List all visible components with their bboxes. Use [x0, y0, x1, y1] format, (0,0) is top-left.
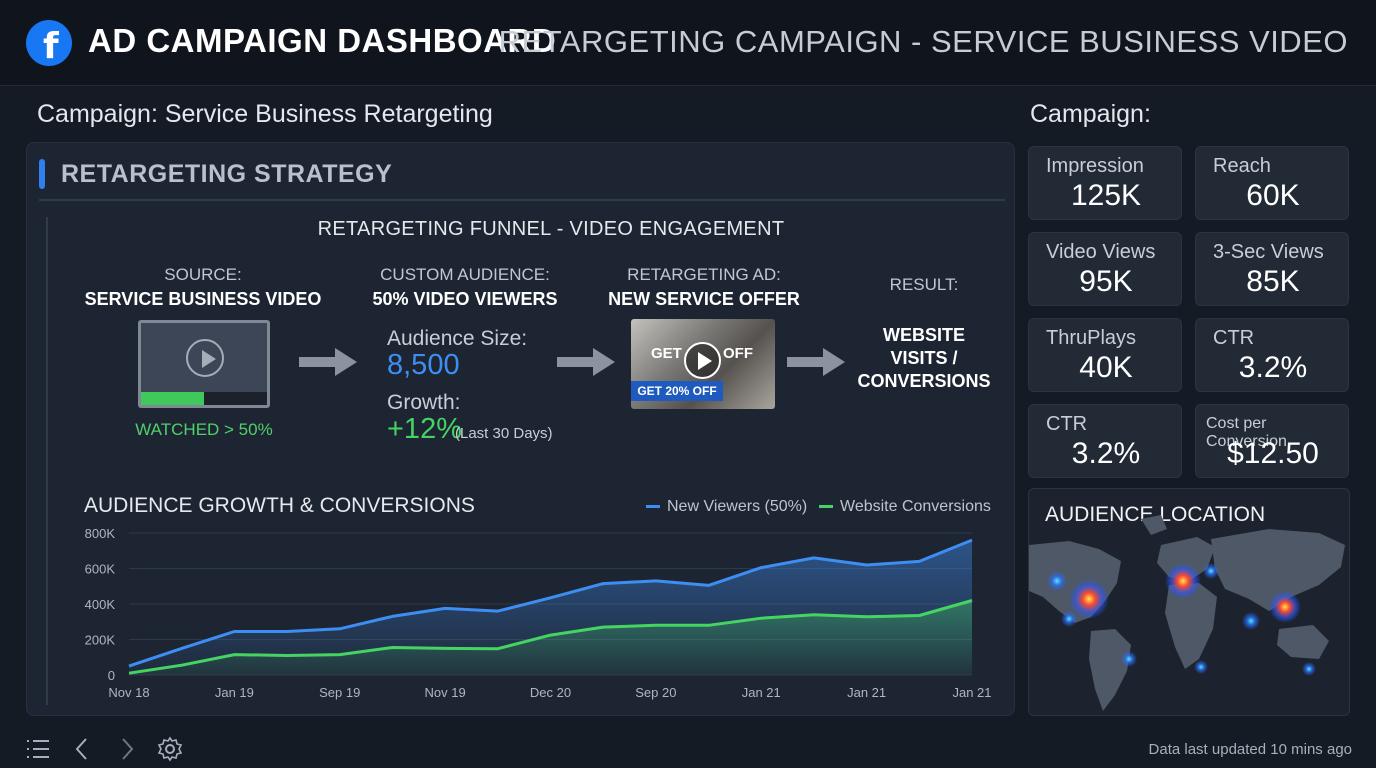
arrow-right-icon: [299, 348, 357, 376]
campaign-title: RETARGETING CAMPAIGN - SERVICE BUSINESS …: [498, 24, 1348, 59]
kpi-label: CTR: [1213, 327, 1255, 349]
kpi-card[interactable]: Cost per Conversion $12.50: [1195, 404, 1349, 478]
audience-label: CUSTOM AUDIENCE:: [380, 265, 550, 284]
legend-label: Website Conversions: [840, 498, 991, 515]
chevron-left-icon[interactable]: [72, 736, 92, 762]
x-tick-label: Dec 20: [530, 685, 571, 700]
source-label: SOURCE:: [164, 265, 242, 284]
kpi-value: 3.2%: [1071, 437, 1141, 470]
kpi-label: 3-Sec Views: [1213, 241, 1324, 263]
website-conversions-line: [128, 599, 973, 675]
facebook-logo-icon: f: [26, 20, 72, 67]
audience-name: 50% VIDEO VIEWERS: [372, 289, 558, 309]
retargeting-strategy-panel: RETARGETING STRATEGY RETARGETING FUNNEL …: [26, 142, 1015, 716]
audience-growth-chart: 800K 600K 400K 200K 0 Nov 18 Jan 19 Sep 19 Nov 1…: [85, 526, 992, 700]
result-text: WEBSITE VISITS / CONVERSIONS: [857, 324, 991, 393]
kpi-value: 85K: [1246, 265, 1300, 298]
growth-note: (Last 30 Days): [455, 425, 553, 442]
chevron-right-icon[interactable]: [117, 736, 137, 762]
legend-item-website-conversions[interactable]: Website Conversions: [819, 498, 991, 516]
play-icon: [186, 339, 224, 377]
kpi-card[interactable]: Video Views 95K: [1028, 232, 1182, 306]
source-video-thumbnail[interactable]: [138, 320, 270, 408]
world-map: [1029, 515, 1345, 711]
retargeting-ad-thumbnail[interactable]: GET OFF GET 20% OFF: [631, 319, 775, 409]
x-tick-label: Jan 21: [952, 685, 991, 700]
audience-size-label: Audience Size:: [387, 327, 528, 350]
kpi-label: ThruPlays: [1046, 327, 1137, 349]
y-tick-label: 800K: [85, 526, 116, 541]
gear-icon[interactable]: [157, 736, 183, 762]
kpi-value: 40K: [1079, 351, 1133, 384]
watch-progress-fill: [141, 392, 204, 405]
kpi-value: 125K: [1070, 179, 1142, 212]
y-tick-label: 0: [108, 668, 115, 683]
watch-progress-bar: [141, 392, 267, 405]
kpi-section-title: Campaign:: [1030, 100, 1151, 128]
campaign-subtitle: Campaign: Service Business Retargeting: [37, 100, 493, 128]
kpi-value: 60K: [1246, 179, 1300, 212]
x-tick-label: Jan 21: [742, 685, 781, 700]
result-line: VISITS /: [890, 348, 958, 368]
x-tick-label: Sep 20: [635, 685, 676, 700]
panel-accent-bar: [39, 159, 45, 189]
ad-offer-badge: GET 20% OFF: [631, 381, 723, 401]
growth-label: Growth:: [387, 391, 461, 414]
panel-divider: [39, 199, 1005, 201]
result-label: RESULT:: [889, 275, 959, 294]
legend-swatch: [819, 505, 833, 509]
kpi-label: Reach: [1213, 155, 1271, 177]
x-tick-label: Sep 19: [319, 685, 360, 700]
kpi-card[interactable]: Impression 125K: [1028, 146, 1182, 220]
arrow-right-icon: [557, 348, 615, 376]
ad-overlay-text-right: OFF: [723, 345, 753, 362]
panel-left-divider: [46, 217, 48, 705]
result-line: CONVERSIONS: [857, 371, 991, 391]
kpi-card[interactable]: ThruPlays 40K: [1028, 318, 1182, 392]
last-updated-text: Data last updated 10 mins ago: [1148, 741, 1352, 758]
map-title: AUDIENCE LOCATION: [1045, 503, 1266, 526]
kpi-label: Cost per Conversion: [1206, 415, 1287, 450]
source-name: SERVICE BUSINESS VIDEO: [84, 289, 322, 309]
kpi-card[interactable]: CTR 3.2%: [1195, 318, 1349, 392]
audience-size-value: 8,500: [387, 349, 460, 381]
x-tick-label: Jan 19: [215, 685, 254, 700]
audience-location-map[interactable]: AUDIENCE LOCATION: [1028, 488, 1350, 716]
continents: [1029, 515, 1345, 711]
y-tick-label: 600K: [85, 562, 116, 577]
kpi-value: 3.2%: [1238, 351, 1308, 384]
kpi-card[interactable]: 3-Sec Views 85K: [1195, 232, 1349, 306]
ad-label: RETARGETING AD:: [627, 265, 781, 284]
arrow-right-icon: [787, 348, 845, 376]
result-line: WEBSITE: [882, 325, 965, 345]
legend-swatch: [646, 505, 660, 509]
y-tick-label: 400K: [85, 597, 116, 612]
kpi-label: Video Views: [1046, 241, 1156, 263]
app-title: AD CAMPAIGN DASHBOARD: [88, 22, 557, 59]
kpi-value: 95K: [1079, 265, 1133, 298]
kpi-value: $12.50: [1227, 437, 1319, 470]
ad-overlay-text-left: GET: [651, 345, 682, 362]
x-tick-label: Jan 21: [847, 685, 886, 700]
watched-label: WATCHED > 50%: [135, 420, 273, 439]
menu-list-icon[interactable]: [25, 736, 51, 762]
chart-title: AUDIENCE GROWTH & CONVERSIONS: [84, 494, 475, 517]
kpi-label: CTR: [1046, 413, 1088, 435]
kpi-card[interactable]: CTR 3.2%: [1028, 404, 1182, 478]
top-bar: f AD CAMPAIGN DASHBOARD RETARGETING CAMP…: [0, 0, 1376, 86]
x-tick-label: Nov 19: [425, 685, 466, 700]
new-viewers-line: [128, 538, 973, 668]
growth-value: +12%: [387, 413, 462, 445]
panel-heading: RETARGETING STRATEGY: [61, 160, 393, 188]
funnel-title: RETARGETING FUNNEL - VIDEO ENGAGEMENT: [317, 218, 785, 240]
ad-name: NEW SERVICE OFFER: [608, 289, 800, 309]
facebook-logo-letter: f: [43, 26, 59, 67]
x-tick-label: Nov 18: [108, 685, 149, 700]
y-tick-label: 200K: [85, 633, 116, 648]
kpi-card[interactable]: Reach 60K: [1195, 146, 1349, 220]
play-icon: [684, 342, 721, 379]
legend-label: New Viewers (50%): [667, 498, 808, 515]
legend-item-new-viewers[interactable]: New Viewers (50%): [646, 498, 807, 516]
kpi-label: Impression: [1046, 155, 1144, 177]
